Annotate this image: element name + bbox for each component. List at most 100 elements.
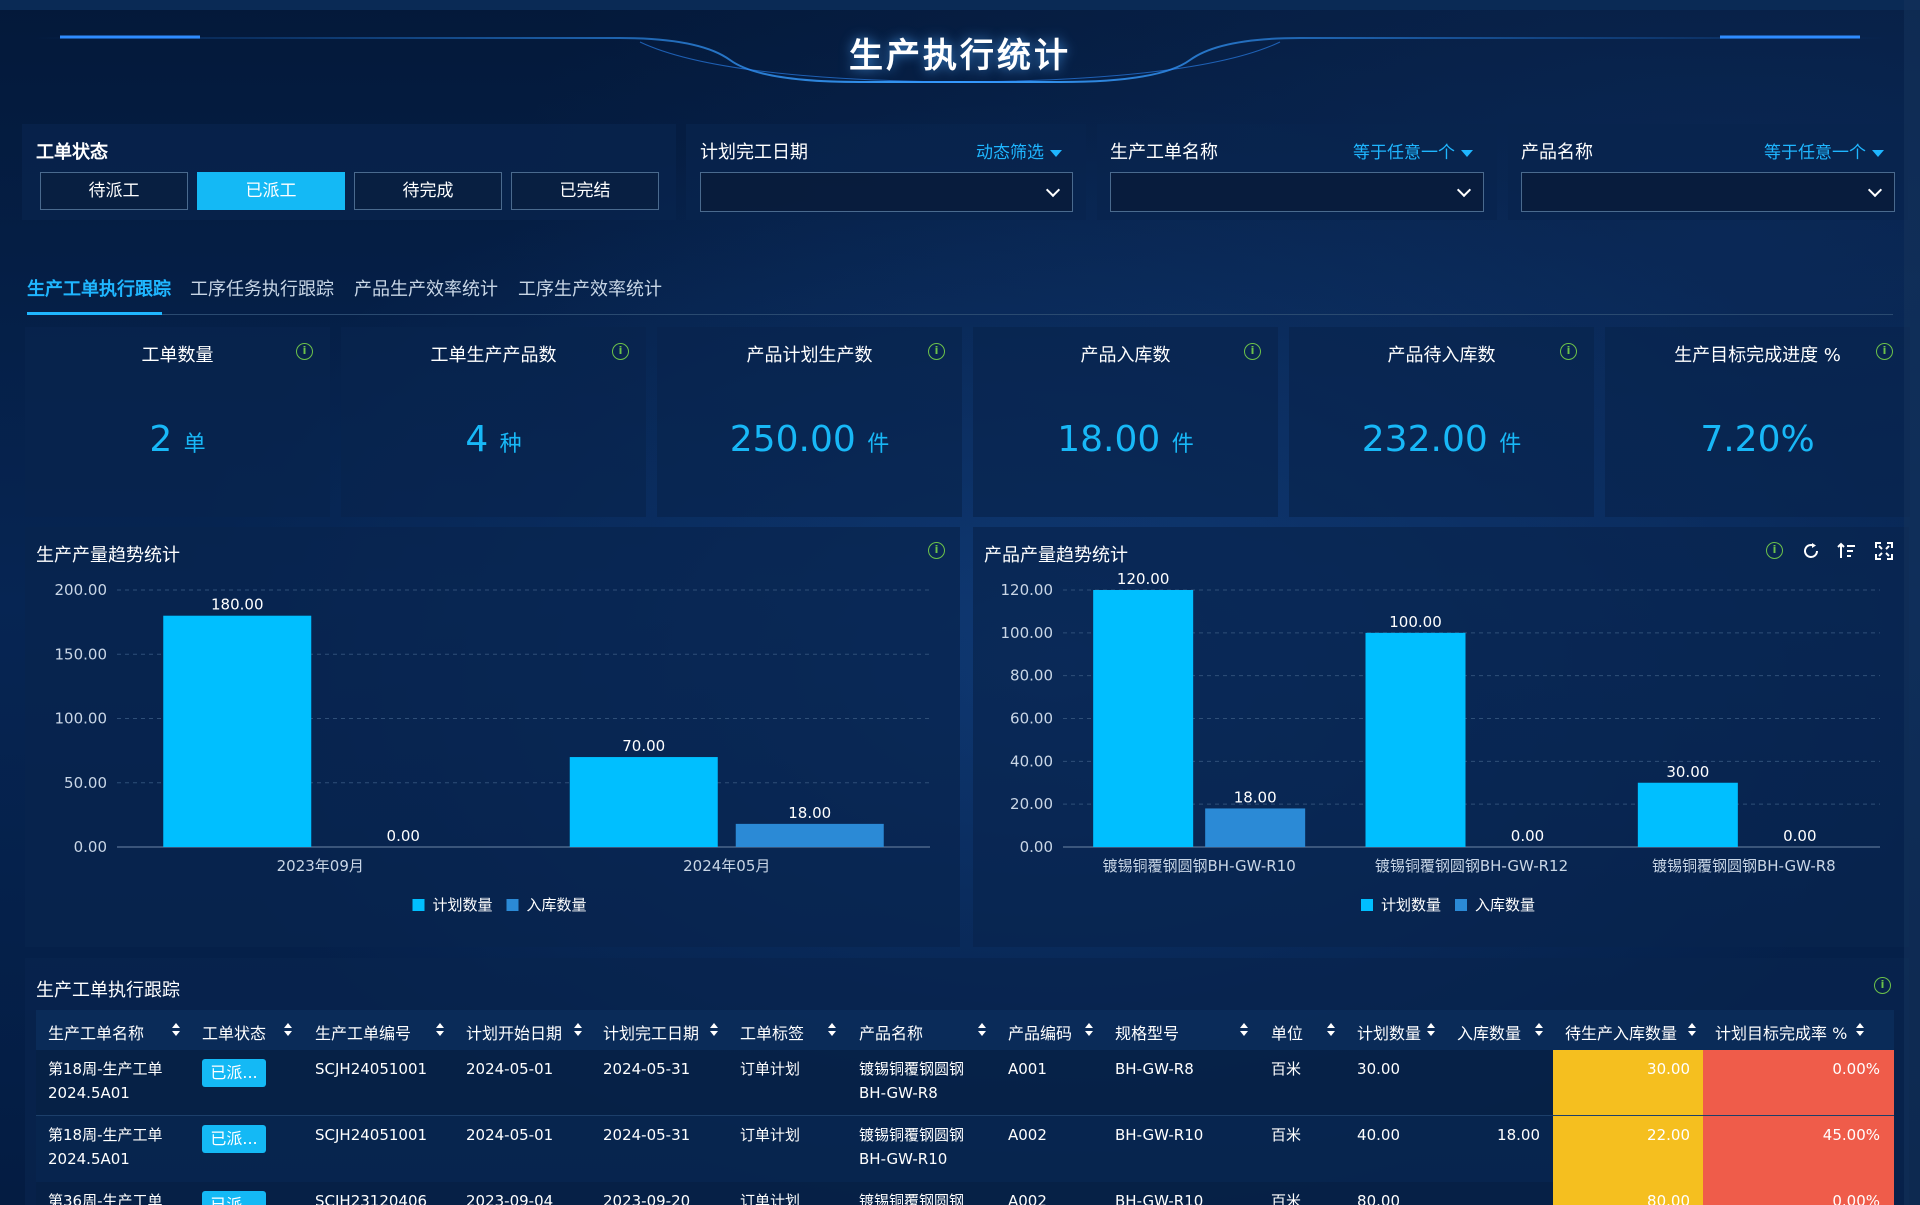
status-btn-2[interactable]: 待完成: [354, 172, 502, 210]
column-header[interactable]: 规格型号: [1115, 1024, 1180, 1043]
cell-prod2: BH-GW-R10: [859, 1150, 948, 1168]
kpi-card-completion-progress: 生产目标完成进度 % i 7.20%: [1605, 327, 1910, 517]
sort-icon[interactable]: [1427, 1023, 1435, 1037]
info-icon[interactable]: i: [928, 542, 945, 559]
status-badge[interactable]: 已派...: [202, 1191, 266, 1205]
cell-unit: 百米: [1271, 1060, 1302, 1078]
sort-icon[interactable]: [1240, 1023, 1248, 1037]
cell-prod1: 镀锡铜覆钢圆钢: [859, 1192, 965, 1205]
date-filter-mode[interactable]: 动态筛选: [976, 138, 1062, 163]
sort-icon[interactable]: [710, 1023, 718, 1037]
info-icon[interactable]: i: [1766, 542, 1783, 559]
column-header[interactable]: 计划完工日期: [603, 1024, 700, 1043]
cell-name1: 第18周-生产工单: [48, 1060, 163, 1078]
sort-icon[interactable]: [1856, 1023, 1864, 1037]
column-header[interactable]: 计划目标完成率 %: [1715, 1024, 1848, 1043]
cell-name1: 第36周-生产工单: [48, 1192, 163, 1205]
legend-swatch: [506, 899, 519, 911]
rate-cell-highlight: [1703, 1116, 1894, 1182]
status-btn-0[interactable]: 待派工: [40, 172, 188, 210]
info-icon[interactable]: i: [1876, 343, 1893, 360]
sort-icon[interactable]: [574, 1023, 582, 1037]
info-icon[interactable]: i: [1244, 343, 1261, 360]
sort-icon[interactable]: [172, 1023, 180, 1037]
kpi-value: 4 种: [341, 419, 646, 460]
column-header[interactable]: 计划开始日期: [466, 1024, 563, 1043]
status-badge[interactable]: 已派...: [202, 1125, 266, 1153]
legend-swatch: [1361, 899, 1373, 911]
info-icon[interactable]: i: [1560, 343, 1577, 360]
y-tick-label: 80.00: [1010, 667, 1053, 685]
status-btn-3[interactable]: 已完结: [511, 172, 659, 210]
order-filter-mode-text: 等于任意一个: [1353, 143, 1455, 163]
column-header[interactable]: 待生产入库数量: [1565, 1024, 1678, 1043]
column-header[interactable]: 工单标签: [740, 1024, 805, 1043]
cell-end: 2024-05-31: [603, 1060, 691, 1078]
sort-icon[interactable]: [284, 1023, 292, 1037]
cell-tag: 订单计划: [740, 1192, 801, 1205]
data-label: 18.00: [788, 804, 831, 822]
cell-start: 2023-09-04: [466, 1192, 554, 1205]
bar-plan: [1365, 632, 1466, 847]
tab-process-task-tracking[interactable]: 工序任务执行跟踪: [190, 279, 334, 300]
cell-code: SCJH24051001: [315, 1126, 428, 1144]
y-tick-label: 40.00: [1010, 752, 1053, 770]
cell-plan: 30.00: [1357, 1060, 1400, 1078]
column-header[interactable]: 产品名称: [859, 1024, 924, 1043]
product-filter-mode[interactable]: 等于任意一个: [1764, 138, 1884, 163]
status-filter-label: 工单状态: [36, 142, 108, 163]
cell-spec: BH-GW-R10: [1115, 1126, 1204, 1144]
column-header[interactable]: 生产工单编号: [315, 1024, 412, 1043]
chevron-down-icon: [1045, 182, 1061, 198]
sort-icon[interactable]: [1688, 1023, 1696, 1037]
y-tick-label: 100.00: [55, 710, 108, 728]
column-header[interactable]: 入库数量: [1457, 1024, 1522, 1043]
cell-prod1: 镀锡铜覆钢圆钢: [859, 1060, 965, 1078]
sort-order-icon[interactable]: [1837, 541, 1857, 561]
y-tick-label: 50.00: [64, 774, 107, 792]
pending-cell-highlight: [1553, 1050, 1703, 1116]
sort-icon[interactable]: [436, 1023, 444, 1037]
x-tick-label: 镀锡铜覆钢圆钢BH-GW-R12: [1375, 857, 1568, 875]
legend-label: 入库数量: [1475, 896, 1535, 914]
order-filter-mode[interactable]: 等于任意一个: [1353, 138, 1473, 163]
cell-pending: 22.00: [1647, 1126, 1690, 1144]
info-icon[interactable]: i: [928, 343, 945, 360]
column-header[interactable]: 生产工单名称: [48, 1024, 145, 1043]
order-filter-select[interactable]: [1110, 172, 1484, 212]
info-icon[interactable]: i: [612, 343, 629, 360]
tab-product-efficiency[interactable]: 产品生产效率统计: [354, 279, 498, 300]
sort-icon[interactable]: [1535, 1023, 1543, 1037]
fullscreen-icon[interactable]: [1874, 541, 1894, 561]
kpi-unit: 种: [499, 432, 522, 457]
page-scrollbar[interactable]: [1904, 0, 1920, 1205]
kpi-value: 18.00 件: [973, 419, 1278, 460]
tab-process-efficiency[interactable]: 工序生产效率统计: [518, 279, 662, 300]
y-tick-label: 150.00: [55, 645, 108, 663]
legend-swatch: [412, 899, 425, 911]
column-header[interactable]: 工单状态: [202, 1024, 267, 1043]
column-header[interactable]: 单位: [1271, 1024, 1304, 1043]
bar-plan: [163, 615, 312, 847]
kpi-unit: 件: [1171, 432, 1194, 457]
column-header[interactable]: 产品编码: [1008, 1024, 1073, 1043]
column-header[interactable]: 计划数量: [1357, 1024, 1422, 1043]
status-btn-1[interactable]: 已派工: [197, 172, 345, 210]
date-filter-select[interactable]: [700, 172, 1073, 212]
kpi-value: 232.00 件: [1289, 419, 1594, 460]
table-row[interactable]: [36, 1182, 1894, 1205]
sort-icon[interactable]: [1085, 1023, 1093, 1037]
refresh-icon[interactable]: [1801, 541, 1821, 561]
data-label: 180.00: [211, 596, 264, 614]
data-label: 0.00: [1783, 827, 1816, 845]
tab-order-tracking[interactable]: 生产工单执行跟踪: [27, 279, 171, 300]
info-icon[interactable]: i: [1874, 977, 1891, 994]
cell-stock: 18.00: [1497, 1126, 1540, 1144]
cell-rate: 0.00%: [1832, 1192, 1880, 1205]
info-icon[interactable]: i: [296, 343, 313, 360]
status-badge[interactable]: 已派...: [202, 1059, 266, 1087]
sort-icon[interactable]: [828, 1023, 836, 1037]
sort-icon[interactable]: [1327, 1023, 1335, 1037]
sort-icon[interactable]: [978, 1023, 986, 1037]
product-filter-select[interactable]: [1521, 172, 1895, 212]
